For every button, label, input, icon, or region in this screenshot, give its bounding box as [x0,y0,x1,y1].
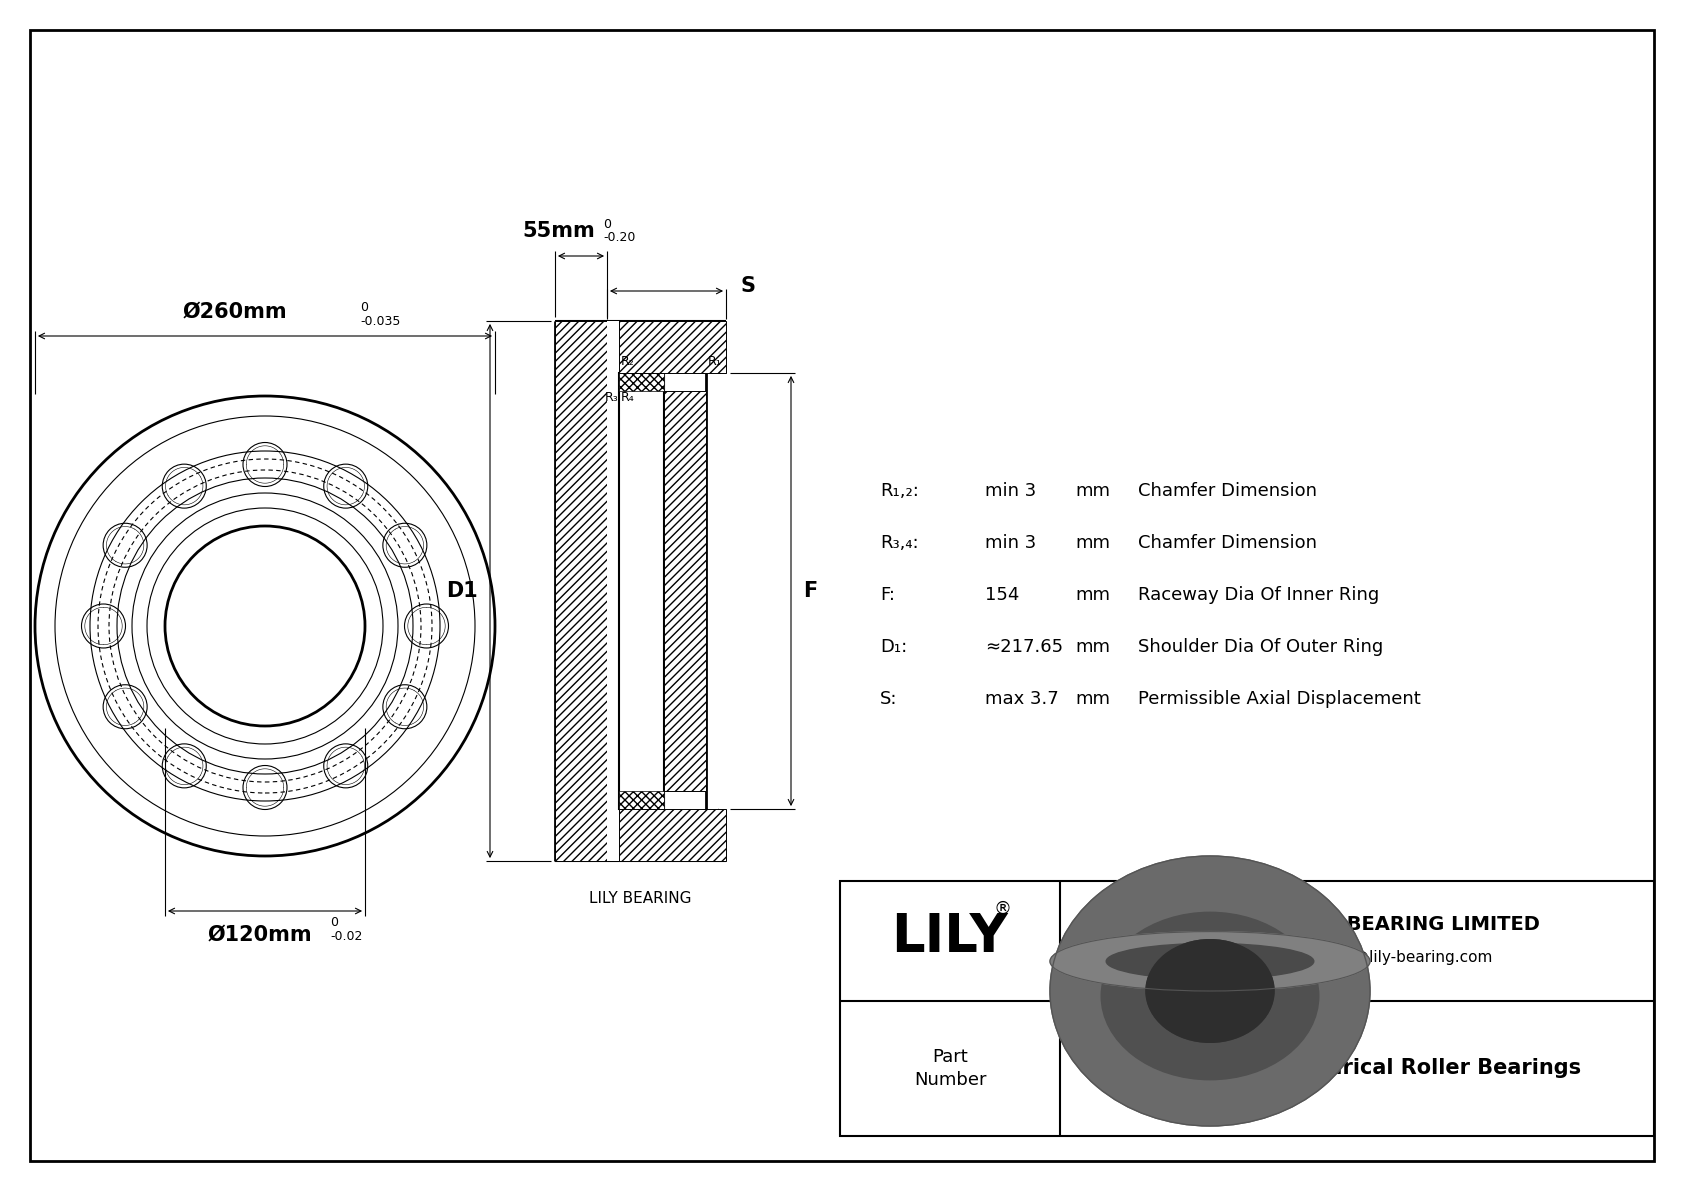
Text: 0: 0 [330,916,338,929]
Text: Permissible Axial Displacement: Permissible Axial Displacement [1138,690,1421,707]
Text: LILY BEARING: LILY BEARING [589,891,692,906]
Text: F: F [803,581,817,601]
Ellipse shape [1051,856,1371,1125]
Text: R₃,₄:: R₃,₄: [881,534,919,551]
Text: 0: 0 [360,301,369,314]
Bar [620,373,663,391]
Text: Chamfer Dimension: Chamfer Dimension [1138,482,1317,500]
Text: R₃: R₃ [605,391,618,404]
Ellipse shape [1147,940,1275,1042]
Ellipse shape [1051,931,1371,991]
Text: mm: mm [1074,586,1110,604]
Text: mm: mm [1074,690,1110,707]
Text: D1: D1 [446,581,478,601]
Text: -0.02: -0.02 [330,930,362,943]
Bar [606,322,620,861]
Bar [556,322,606,861]
Text: 154: 154 [985,586,1019,604]
Text: 55mm: 55mm [522,222,596,241]
Text: R₁: R₁ [707,355,722,368]
Text: min 3: min 3 [985,534,1036,551]
Text: ≈217.65: ≈217.65 [985,638,1063,656]
Ellipse shape [1147,940,1275,1042]
Text: SHANGHAI LILY BEARING LIMITED: SHANGHAI LILY BEARING LIMITED [1174,916,1539,935]
Text: Ø120mm: Ø120mm [207,925,312,944]
Circle shape [35,395,495,856]
Ellipse shape [1106,943,1314,979]
Bar [620,322,726,373]
Text: D₁:: D₁: [881,638,908,656]
Text: min 3: min 3 [985,482,1036,500]
Text: F:: F: [881,586,894,604]
Text: mm: mm [1074,482,1110,500]
Text: -0.035: -0.035 [360,314,401,328]
Bar [663,391,706,791]
Bar [620,791,663,809]
Bar [620,373,663,809]
Text: NU 324 ECJ Cylindrical Roller Bearings: NU 324 ECJ Cylindrical Roller Bearings [1133,1059,1581,1079]
Ellipse shape [1101,912,1319,1080]
Text: R₁,₂:: R₁,₂: [881,482,919,500]
Text: 0: 0 [603,218,611,231]
Text: Raceway Dia Of Inner Ring: Raceway Dia Of Inner Ring [1138,586,1379,604]
Text: Email: lilybearing@lily-bearing.com: Email: lilybearing@lily-bearing.com [1221,949,1492,965]
Text: Shoulder Dia Of Outer Ring: Shoulder Dia Of Outer Ring [1138,638,1383,656]
Text: LILY: LILY [891,911,1009,964]
Text: Chamfer Dimension: Chamfer Dimension [1138,534,1317,551]
Text: Ø260mm: Ø260mm [182,303,288,322]
Text: Part
Number: Part Number [914,1048,987,1090]
Text: ®: ® [994,900,1010,918]
Bar [620,809,726,861]
Text: -0.20: -0.20 [603,231,635,244]
Text: max 3.7: max 3.7 [985,690,1059,707]
Text: R₂: R₂ [621,355,635,368]
Bar [840,881,1654,1136]
Text: R₄: R₄ [621,391,635,404]
Text: mm: mm [1074,638,1110,656]
Text: S:: S: [881,690,898,707]
Text: S: S [741,276,756,297]
Text: mm: mm [1074,534,1110,551]
